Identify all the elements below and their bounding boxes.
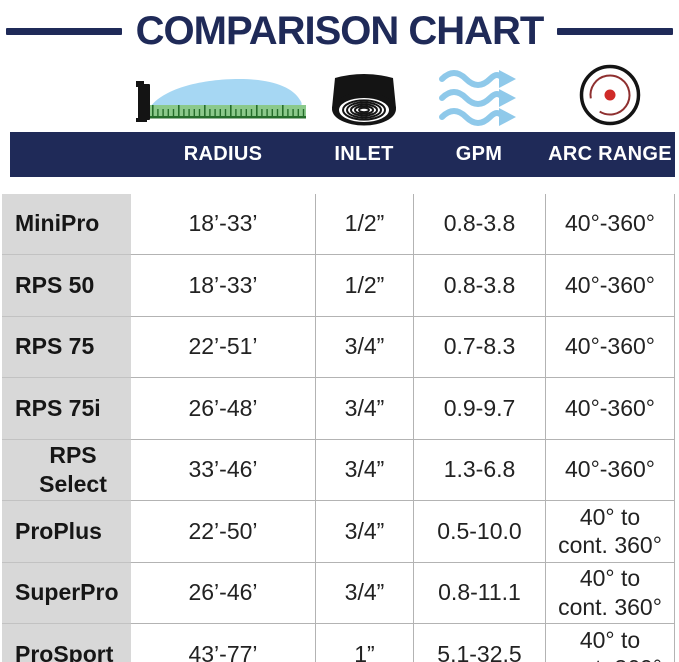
gpm-cell: 0.8-3.8 [413,193,545,255]
column-header-label: INLET [334,143,394,165]
title-row: COMPARISON CHART [6,8,674,54]
arc-range-cell: 40°-360° [545,255,675,317]
arc-range-cell: 40° to cont. 360° [545,501,675,563]
gpm-cell: 5.1-32.5 [413,624,545,662]
gpm-cell: 0.8-3.8 [413,255,545,317]
gpm-cell: 1.3-6.8 [413,439,545,501]
gpm-cell: 0.9-9.7 [413,378,545,440]
column-header-arc-range: ARC RANGE [545,132,675,177]
page-title: COMPARISON CHART [135,9,545,53]
arc-range-icon [545,63,675,127]
row-label: ProSport [2,624,131,662]
inlet-icon [315,63,413,127]
column-header-label: RADIUS [183,143,263,165]
radius-cell: 18’-33’ [131,194,315,255]
icons-row [2,63,675,127]
column-header-inlet: INLET [315,132,413,177]
inlet-cell: 3/4” [315,501,413,563]
radius-cell: 26’-48’ [131,378,315,440]
inlet-cell: 1/2” [315,255,413,317]
row-label: RPS 75i [2,378,131,440]
arc-range-cell: 40°-360° [545,193,675,255]
column-header-label: ARC RANGE [548,143,672,165]
gpm-cell: 0.7-8.3 [413,316,545,378]
radius-cell: 43’-77’ [131,624,315,662]
comparison-table: RADIUS INLET GPM ARC RANGE MiniPro 18’-3… [2,132,675,662]
inlet-cell: 3/4” [315,316,413,378]
inlet-cell: 3/4” [315,378,413,440]
row-label: RPS Select [2,439,131,501]
row-label: RPS 50 [2,255,131,317]
inlet-cell: 3/4” [315,439,413,501]
column-header-gpm: GPM [413,132,545,177]
arc-range-cell: 40°-360° [545,316,675,378]
radius-cell: 33’-46’ [131,440,315,501]
column-header-label: GPM [455,143,503,165]
arc-range-cell: 40°-360° [545,439,675,501]
arc-range-cell: 40°-360° [545,378,675,440]
radius-icon [131,63,315,127]
row-label: MiniPro [2,193,131,255]
gpm-cell: 0.5-10.0 [413,501,545,563]
header-corner [2,132,131,177]
arc-range-cell: 40° to cont. 360° [545,562,675,624]
title-rule-left [6,27,122,35]
title-rule-right [557,27,674,35]
row-label: ProPlus [2,501,131,563]
column-header-radius: RADIUS [131,132,315,177]
row-label: RPS 75 [2,316,131,378]
radius-cell: 26’-46’ [131,563,315,624]
gpm-icon [413,63,545,127]
radius-cell: 22’-50’ [131,501,315,563]
radius-cell: 18’-33’ [131,255,315,317]
inlet-cell: 1” [315,624,413,662]
arc-range-cell: 40° to cont. 360° [545,624,675,662]
icon-spacer [2,63,131,127]
gpm-cell: 0.8-11.1 [413,562,545,624]
radius-cell: 22’-51’ [131,317,315,378]
row-label: SuperPro [2,562,131,624]
inlet-cell: 1/2” [315,193,413,255]
inlet-cell: 3/4” [315,562,413,624]
